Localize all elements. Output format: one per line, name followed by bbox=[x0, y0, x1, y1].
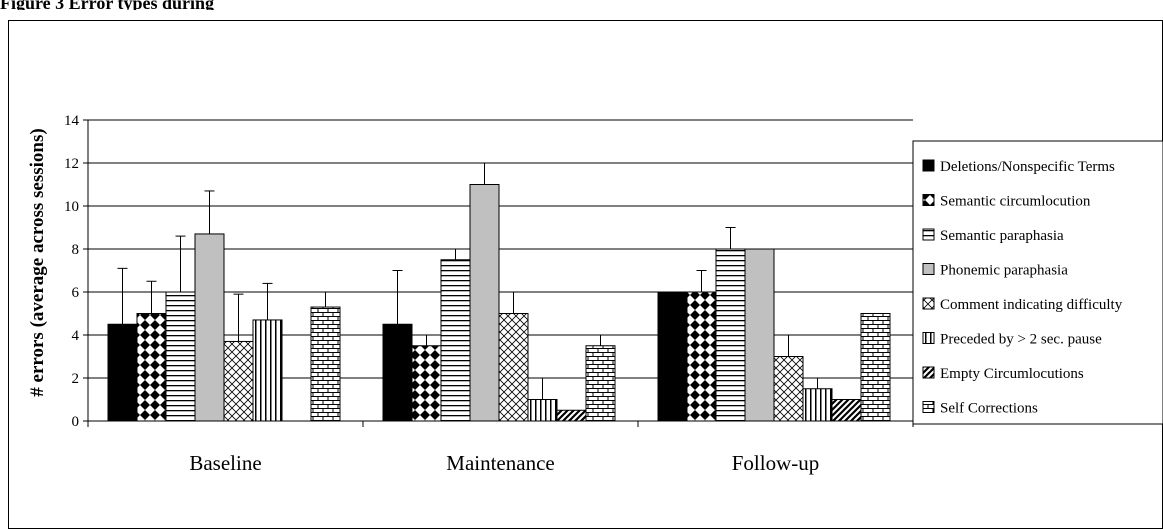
axis-labels: 0 2 4 6 8 10 12 14 # errors (average across sess… bbox=[27, 113, 819, 475]
legend-box bbox=[912, 140, 1163, 425]
legend-label: Self Corrections bbox=[940, 401, 1038, 417]
legend-label: Phonemic paraphasia bbox=[940, 263, 1068, 279]
y-tick-label: 12 bbox=[64, 156, 79, 172]
bar bbox=[223, 340, 254, 422]
bar bbox=[831, 399, 862, 422]
y-tick-label: 10 bbox=[64, 199, 79, 215]
bar bbox=[686, 291, 717, 422]
bar bbox=[860, 313, 891, 422]
bar bbox=[440, 259, 471, 422]
legend-label: Deletions/Nonspecific Terms bbox=[940, 159, 1115, 175]
x-tick-label: Maintenance bbox=[446, 451, 554, 475]
legend-swatch bbox=[922, 366, 935, 379]
bar bbox=[136, 313, 167, 422]
bar bbox=[715, 248, 746, 422]
legend-label: Semantic paraphasia bbox=[940, 228, 1064, 244]
legend-label: Semantic circumlocution bbox=[940, 194, 1091, 210]
legend-swatch bbox=[922, 159, 935, 172]
legend-swatch bbox=[922, 401, 935, 413]
error-bars bbox=[117, 162, 823, 400]
x-tick-label: Baseline bbox=[189, 451, 261, 475]
legend: Deletions/Nonspecific Terms Semantic circ… bbox=[912, 140, 1163, 425]
bar bbox=[773, 356, 804, 422]
y-tick-label: 2 bbox=[72, 371, 80, 387]
bar bbox=[527, 399, 558, 422]
figure-caption: Figure 3 Error types during bbox=[0, 0, 215, 10]
bar bbox=[382, 323, 413, 422]
legend-swatch bbox=[922, 263, 935, 275]
y-tick-label: 14 bbox=[64, 113, 80, 129]
legend-label: Preceded by > 2 sec. pause bbox=[940, 332, 1102, 348]
y-tick-label: 6 bbox=[72, 285, 80, 301]
bar bbox=[498, 313, 529, 422]
bar bbox=[744, 248, 775, 422]
x-tick-label: Follow-up bbox=[732, 451, 820, 475]
y-tick-label: 4 bbox=[72, 328, 80, 344]
legend-swatch bbox=[922, 297, 935, 310]
bar bbox=[411, 345, 442, 422]
bar bbox=[107, 323, 138, 422]
bar bbox=[252, 319, 283, 422]
legend-label: Empty Circumlocutions bbox=[940, 366, 1084, 382]
legend-swatch bbox=[922, 194, 935, 206]
legend-swatch bbox=[922, 332, 935, 344]
bars bbox=[107, 184, 891, 422]
bar bbox=[556, 409, 587, 422]
bar bbox=[802, 388, 833, 422]
bar bbox=[657, 291, 688, 422]
bar bbox=[585, 345, 616, 422]
bar bbox=[165, 291, 196, 422]
y-tick-label: 0 bbox=[72, 414, 80, 430]
bar bbox=[194, 233, 225, 422]
y-axis-title: # errors (average across sessions) bbox=[27, 128, 48, 396]
bar bbox=[469, 184, 500, 422]
y-tick-label: 8 bbox=[72, 242, 80, 258]
legend-swatch bbox=[922, 228, 935, 241]
legend-label: Comment indicating difficulty bbox=[940, 297, 1123, 313]
bar bbox=[310, 306, 341, 422]
